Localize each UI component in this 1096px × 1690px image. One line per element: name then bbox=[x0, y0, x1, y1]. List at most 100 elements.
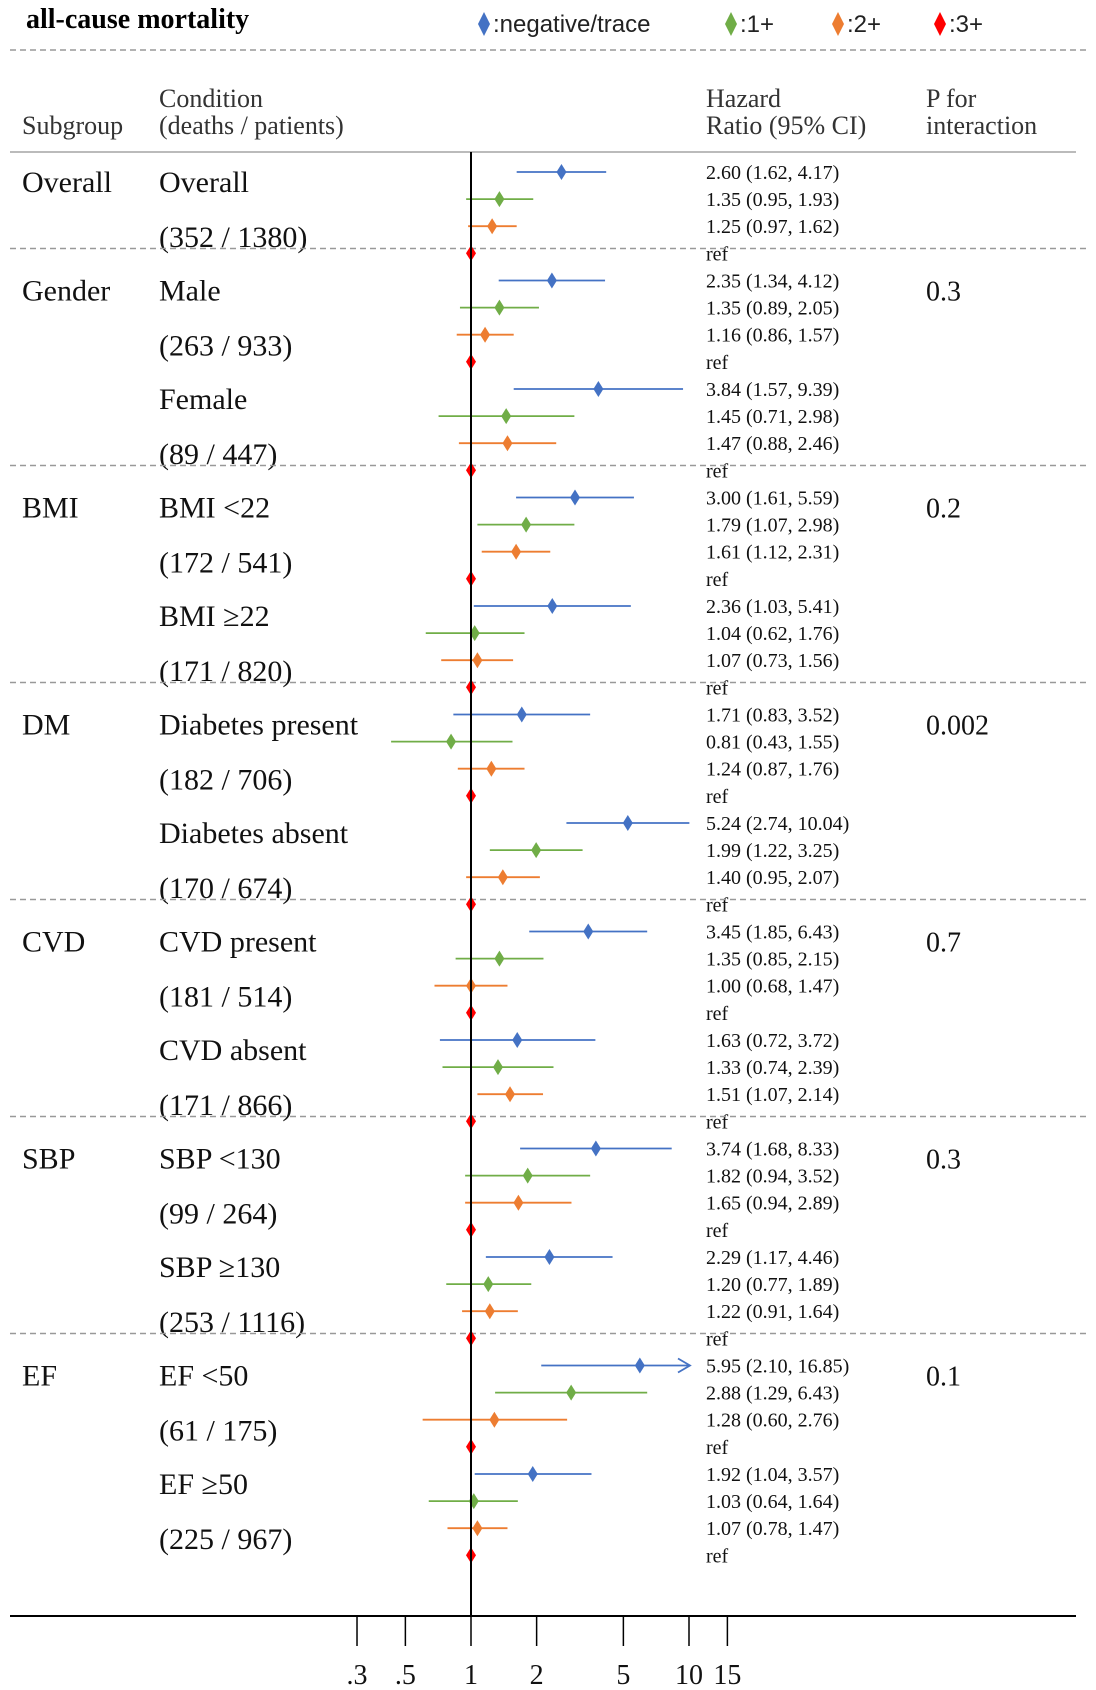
hr-point-1plus bbox=[531, 842, 542, 859]
hr-text-1plus: 1.20 (0.77, 1.89) bbox=[706, 1274, 839, 1296]
hr-text-2plus: 1.51 (1.07, 2.14) bbox=[706, 1084, 839, 1106]
condition-counts: (99 / 264) bbox=[159, 1198, 277, 1231]
hr-point-negative-trace bbox=[512, 1032, 523, 1048]
subgroup-label: CVD bbox=[22, 926, 85, 959]
hr-point-2plus bbox=[472, 652, 483, 669]
x-axis: .3 .5 1 2 5 10 15 bbox=[10, 152, 1076, 1690]
hr-text-1plus: 1.79 (1.07, 2.98) bbox=[706, 515, 839, 537]
hr-text-2plus: 1.47 (0.88, 2.46) bbox=[706, 433, 839, 455]
hr-header: Hazard bbox=[706, 84, 781, 113]
hr-point-negative-trace bbox=[634, 1357, 645, 1374]
hr-text-3plus: ref bbox=[706, 1003, 729, 1025]
subgroup-label: Overall bbox=[22, 166, 112, 199]
hr-text-3plus: ref bbox=[706, 1437, 729, 1459]
hr-text-negative-trace: 2.35 (1.34, 4.12) bbox=[706, 271, 839, 293]
p-interaction-value: 0.3 bbox=[926, 1145, 961, 1176]
hr-text-1plus: 1.99 (1.22, 3.25) bbox=[706, 840, 839, 862]
hr-text-3plus: ref bbox=[706, 243, 729, 265]
hr-text-1plus: 1.04 (0.62, 1.76) bbox=[706, 623, 839, 645]
subgroup-label: DM bbox=[22, 709, 70, 742]
hr-text-negative-trace: 5.24 (2.74, 10.04) bbox=[706, 813, 849, 835]
hr-point-negative-trace bbox=[622, 815, 633, 831]
condition-counts: (89 / 447) bbox=[159, 438, 277, 471]
hr-point-1plus bbox=[522, 1167, 533, 1184]
hr-text-1plus: 1.35 (0.89, 2.05) bbox=[706, 298, 839, 320]
condition-label: Diabetes present bbox=[159, 709, 359, 742]
condition-counts: (172 / 541) bbox=[159, 547, 292, 580]
hr-text-2plus: 1.07 (0.73, 1.56) bbox=[706, 650, 839, 672]
hr-point-1plus bbox=[469, 625, 480, 642]
hr-text-negative-trace: 1.92 (1.04, 3.57) bbox=[706, 1464, 839, 1486]
hr-text-2plus: 1.40 (0.95, 2.07) bbox=[706, 867, 839, 889]
hr-text-1plus: 1.82 (0.94, 3.52) bbox=[706, 1166, 839, 1188]
hr-text-negative-trace: 2.29 (1.17, 4.46) bbox=[706, 1247, 839, 1269]
subgroup-label: SBP bbox=[22, 1143, 75, 1176]
condition-label: SBP ≥130 bbox=[159, 1251, 280, 1284]
subgroup-header: Subgroup bbox=[22, 111, 123, 140]
hr-text-3plus: ref bbox=[706, 786, 729, 808]
ci-arrow-negative-trace bbox=[677, 1357, 692, 1374]
hr-point-1plus bbox=[494, 191, 505, 208]
hr-point-negative-trace bbox=[547, 598, 558, 614]
hr-text-negative-trace: 1.71 (0.83, 3.52) bbox=[706, 705, 839, 727]
condition-label: EF ≥50 bbox=[159, 1468, 248, 1501]
hr-point-negative-trace bbox=[546, 272, 557, 289]
condition-label: Diabetes absent bbox=[159, 817, 349, 850]
condition-counts: (263 / 933) bbox=[159, 330, 292, 363]
condition-counts: (182 / 706) bbox=[159, 764, 292, 797]
p-interaction-value: 0.3 bbox=[926, 277, 961, 308]
legend-marker-negative-trace bbox=[478, 12, 490, 36]
x-tick-label: 15 bbox=[713, 1660, 741, 1690]
hr-point-1plus bbox=[501, 408, 512, 425]
condition-label: EF <50 bbox=[159, 1360, 248, 1393]
condition-label: BMI ≥22 bbox=[159, 600, 270, 633]
hr-ci-header: Ratio (95% CI) bbox=[706, 111, 866, 140]
hr-text-1plus: 1.45 (0.71, 2.98) bbox=[706, 406, 839, 428]
subgroup-label: EF bbox=[22, 1360, 57, 1393]
hr-text-2plus: 1.28 (0.60, 2.76) bbox=[706, 1410, 839, 1432]
legend-label-2plus: :2+ bbox=[847, 11, 881, 38]
hr-text-2plus: 1.16 (0.86, 1.57) bbox=[706, 325, 839, 347]
x-tick-label: 2 bbox=[530, 1660, 544, 1690]
hr-text-negative-trace: 3.45 (1.85, 6.43) bbox=[706, 922, 839, 944]
hr-text-1plus: 0.81 (0.43, 1.55) bbox=[706, 732, 839, 754]
hr-point-negative-trace bbox=[570, 489, 581, 506]
hr-point-2plus bbox=[480, 326, 491, 343]
hr-point-2plus bbox=[486, 760, 497, 777]
chart-header: all-cause mortality :negative/trace:1+:2… bbox=[26, 4, 983, 38]
legend-marker-3plus bbox=[934, 12, 946, 36]
hr-text-1plus: 1.35 (0.85, 2.15) bbox=[706, 949, 839, 971]
hr-point-1plus bbox=[446, 733, 457, 750]
hr-point-2plus bbox=[497, 869, 508, 886]
hr-point-2plus bbox=[502, 435, 513, 452]
hr-text-negative-trace: 3.74 (1.68, 8.33) bbox=[706, 1139, 839, 1161]
hr-point-2plus bbox=[511, 543, 522, 560]
hr-text-1plus: 1.35 (0.95, 1.93) bbox=[706, 189, 839, 211]
condition-label: CVD absent bbox=[159, 1034, 307, 1067]
p-header: P for bbox=[926, 84, 977, 113]
hr-point-2plus bbox=[484, 1303, 495, 1320]
hr-text-2plus: 1.25 (0.97, 1.62) bbox=[706, 216, 839, 238]
column-headers: Subgroup Condition (deaths / patients) H… bbox=[22, 84, 1037, 140]
hr-text-2plus: 1.07 (0.78, 1.47) bbox=[706, 1518, 839, 1540]
hr-text-3plus: ref bbox=[706, 894, 729, 916]
condition-label: Female bbox=[159, 383, 247, 416]
hr-text-negative-trace: 3.00 (1.61, 5.59) bbox=[706, 488, 839, 510]
hr-point-2plus bbox=[489, 1411, 500, 1428]
condition-label: BMI <22 bbox=[159, 492, 270, 525]
hr-text-negative-trace: 3.84 (1.57, 9.39) bbox=[706, 379, 839, 401]
hr-point-negative-trace bbox=[583, 923, 594, 940]
condition-label: CVD present bbox=[159, 926, 317, 959]
p-interaction-header: interaction bbox=[926, 111, 1037, 140]
p-interaction-value: 0.7 bbox=[926, 928, 961, 959]
legend-label-3plus: :3+ bbox=[949, 11, 983, 38]
condition-label: Overall bbox=[159, 166, 249, 199]
hr-text-2plus: 1.65 (0.94, 2.89) bbox=[706, 1193, 839, 1215]
hr-point-2plus bbox=[505, 1086, 516, 1103]
x-tick-label: 10 bbox=[675, 1660, 703, 1690]
legend: :negative/trace:1+:2+:3+ bbox=[478, 11, 983, 38]
hr-text-2plus: 1.24 (0.87, 1.76) bbox=[706, 759, 839, 781]
p-interaction-value: 0.1 bbox=[926, 1362, 961, 1393]
subgroup-label: BMI bbox=[22, 492, 79, 525]
hr-text-3plus: ref bbox=[706, 1328, 729, 1350]
